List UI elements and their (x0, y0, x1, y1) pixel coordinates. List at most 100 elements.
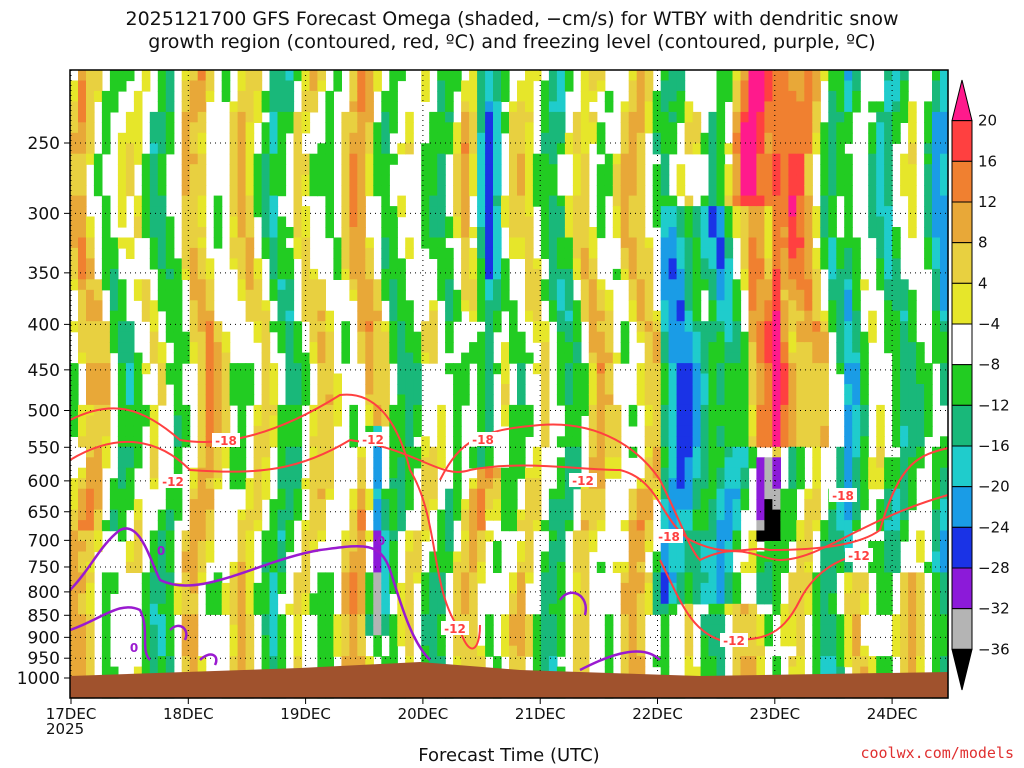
omega-cell (820, 572, 829, 584)
omega-cell (804, 342, 813, 354)
omega-cell (828, 321, 837, 333)
omega-cell (644, 593, 654, 605)
omega-cell (389, 258, 398, 270)
omega-cell (812, 457, 821, 469)
omega-cell (884, 321, 893, 333)
omega-cell (157, 227, 167, 239)
omega-cell (924, 185, 933, 197)
omega-cell (724, 425, 734, 437)
omega-cell (197, 656, 207, 668)
omega-cell (437, 572, 446, 584)
freezing-level-3 (199, 653, 218, 666)
omega-cell (365, 101, 374, 113)
omega-cell (532, 279, 542, 291)
omega-cell (269, 394, 279, 406)
omega-cell (884, 593, 893, 605)
omega-cell (732, 279, 742, 291)
omega-cell (445, 247, 454, 259)
omega-cell (548, 551, 558, 563)
omega-cell (828, 520, 837, 532)
omega-cell (229, 394, 239, 406)
omega-cell (525, 614, 534, 626)
omega-cell (133, 279, 143, 291)
omega-cell (716, 614, 726, 626)
omega-cell (365, 342, 374, 354)
omega-cell (764, 153, 773, 165)
omega-cell (940, 572, 949, 584)
omega-cell (884, 488, 893, 500)
omega-cell (70, 90, 79, 102)
omega-cell (229, 373, 239, 385)
omega-cell (437, 206, 446, 218)
omega-cell (501, 488, 510, 500)
omega-cell (341, 614, 350, 626)
omega-cell (732, 310, 742, 322)
omega-cell (437, 530, 446, 542)
omega-cell (493, 153, 502, 165)
omega-cell (78, 174, 87, 186)
omega-cell (517, 384, 526, 396)
omega-cell (421, 321, 430, 333)
omega-cell (429, 624, 438, 636)
omega-cell (78, 101, 87, 113)
omega-cell (485, 457, 494, 469)
omega-cell (477, 70, 486, 82)
omega-cell (413, 541, 422, 553)
omega-cell (580, 635, 590, 647)
omega-cell (676, 467, 686, 479)
omega-cell (900, 593, 909, 605)
omega-cell (277, 342, 287, 354)
omega-cell (540, 551, 550, 563)
omega-cell (509, 174, 518, 186)
omega-cell (245, 561, 255, 573)
omega-cell (413, 572, 422, 584)
omega-cell (716, 331, 726, 343)
omega-cell (908, 425, 917, 437)
omega-cell (804, 258, 813, 270)
omega-cell (852, 90, 861, 102)
omega-cell (93, 541, 103, 553)
omega-cell (189, 561, 199, 573)
omega-cell (940, 164, 949, 176)
omega-cell (229, 143, 239, 155)
omega-cell (413, 561, 422, 573)
omega-cell (477, 237, 486, 249)
omega-cell (892, 331, 901, 343)
omega-cell (772, 436, 781, 448)
omega-cell (317, 603, 326, 615)
omega-cell (644, 300, 654, 312)
omega-cell (245, 90, 255, 102)
omega-cell (221, 593, 231, 605)
omega-cell (309, 300, 319, 312)
omega-cell (564, 143, 574, 155)
omega-cell (916, 436, 925, 448)
omega-cell (796, 342, 805, 354)
omega-cell (644, 603, 654, 615)
omega-cell (740, 195, 750, 207)
omega-cell (261, 331, 271, 343)
omega-cell (261, 321, 271, 333)
omega-cell (892, 227, 901, 239)
omega-cell (357, 582, 366, 594)
omega-cell (780, 509, 789, 521)
omega-cell (932, 258, 941, 270)
omega-cell (652, 310, 662, 322)
omega-cell (78, 164, 87, 176)
omega-cell (548, 645, 558, 657)
omega-cell (876, 593, 885, 605)
omega-cell (309, 478, 319, 490)
omega-cell (724, 467, 734, 479)
omega-cell (772, 122, 781, 134)
omega-cell (564, 258, 574, 270)
omega-cell (525, 247, 534, 259)
omega-cell (892, 499, 901, 511)
omega-cell (748, 279, 758, 291)
omega-cell (724, 216, 734, 228)
omega-cell (309, 268, 319, 280)
omega-cell (812, 90, 821, 102)
omega-cell (253, 509, 263, 521)
omega-cell (93, 300, 103, 312)
omega-cell (900, 478, 909, 490)
omega-cell (668, 90, 678, 102)
